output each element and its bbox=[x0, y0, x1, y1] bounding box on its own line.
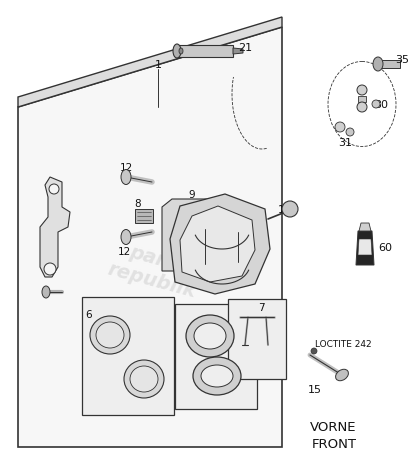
Circle shape bbox=[49, 185, 59, 195]
Text: 9: 9 bbox=[188, 189, 194, 199]
Text: 5: 5 bbox=[218, 382, 224, 392]
Text: parts
republik: parts republik bbox=[105, 238, 204, 301]
Polygon shape bbox=[180, 207, 254, 282]
Text: 8: 8 bbox=[223, 208, 229, 218]
Polygon shape bbox=[18, 28, 281, 447]
Ellipse shape bbox=[124, 360, 164, 398]
Text: 1: 1 bbox=[154, 60, 161, 70]
Ellipse shape bbox=[130, 366, 158, 392]
Text: 15: 15 bbox=[307, 384, 321, 394]
Polygon shape bbox=[228, 299, 285, 379]
Ellipse shape bbox=[178, 49, 183, 55]
Polygon shape bbox=[355, 231, 373, 266]
Ellipse shape bbox=[192, 357, 240, 395]
Polygon shape bbox=[233, 49, 242, 55]
Polygon shape bbox=[161, 199, 214, 271]
Polygon shape bbox=[177, 46, 233, 58]
Text: 31: 31 bbox=[337, 138, 351, 148]
Text: 7: 7 bbox=[257, 302, 264, 312]
Polygon shape bbox=[358, 224, 370, 231]
Text: 35: 35 bbox=[394, 55, 408, 65]
Text: LOCTITE 242: LOCTITE 242 bbox=[314, 340, 371, 349]
Text: 21: 21 bbox=[237, 43, 252, 53]
Text: VORNE: VORNE bbox=[309, 421, 356, 434]
Circle shape bbox=[356, 103, 366, 113]
Circle shape bbox=[345, 129, 353, 137]
Polygon shape bbox=[377, 61, 399, 69]
Text: 60: 60 bbox=[377, 242, 391, 252]
Ellipse shape bbox=[201, 365, 233, 387]
Polygon shape bbox=[82, 298, 173, 415]
Polygon shape bbox=[40, 178, 70, 278]
Ellipse shape bbox=[42, 287, 50, 298]
Polygon shape bbox=[218, 218, 233, 229]
Circle shape bbox=[281, 201, 297, 218]
Text: 12: 12 bbox=[118, 247, 131, 257]
Text: 30: 30 bbox=[373, 100, 387, 110]
Text: 10: 10 bbox=[277, 205, 290, 215]
Ellipse shape bbox=[121, 230, 131, 245]
Polygon shape bbox=[175, 304, 256, 409]
Polygon shape bbox=[357, 239, 371, 256]
Ellipse shape bbox=[173, 45, 180, 59]
Polygon shape bbox=[170, 195, 269, 294]
Ellipse shape bbox=[372, 58, 382, 72]
Circle shape bbox=[356, 86, 366, 96]
Text: FRONT: FRONT bbox=[311, 437, 356, 451]
Text: 6: 6 bbox=[85, 309, 91, 319]
Ellipse shape bbox=[194, 323, 225, 349]
Text: 8: 8 bbox=[134, 198, 140, 208]
Ellipse shape bbox=[90, 317, 130, 354]
Circle shape bbox=[334, 123, 344, 133]
Circle shape bbox=[310, 348, 316, 354]
Circle shape bbox=[371, 101, 379, 109]
Ellipse shape bbox=[96, 322, 124, 348]
Polygon shape bbox=[18, 18, 281, 108]
Text: 12: 12 bbox=[120, 163, 133, 173]
Polygon shape bbox=[135, 209, 153, 224]
Ellipse shape bbox=[335, 369, 348, 381]
Circle shape bbox=[44, 263, 56, 276]
Ellipse shape bbox=[185, 315, 233, 357]
Polygon shape bbox=[357, 97, 365, 103]
Ellipse shape bbox=[121, 170, 131, 185]
